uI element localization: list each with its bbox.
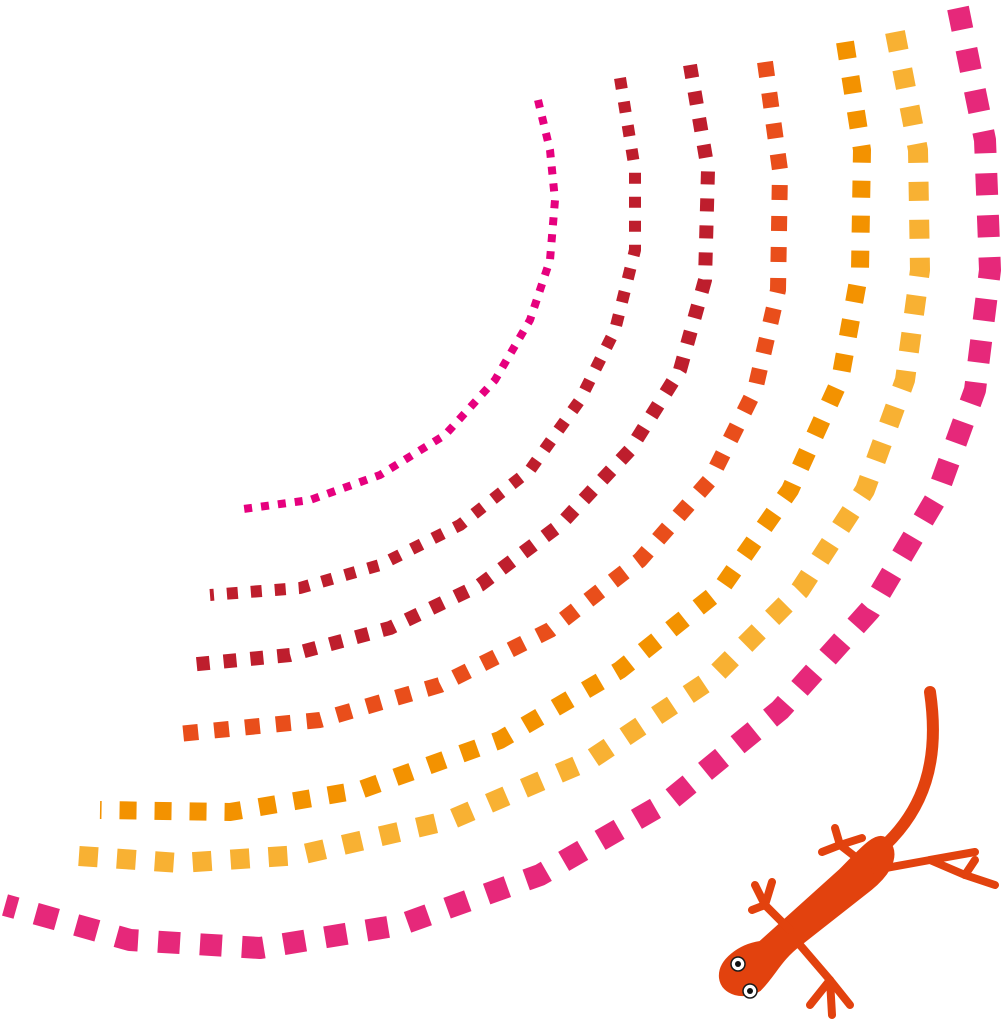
- dashed-arcs: [2, 5, 1001, 959]
- arc-magenta: [235, 99, 559, 514]
- arc-orange: [99, 40, 871, 821]
- arc-light-orange: [64, 30, 930, 873]
- arc-red-orange: [167, 60, 788, 743]
- gecko-body: [718, 835, 895, 997]
- arc-dark-red-outer: [187, 63, 715, 672]
- gecko-legs: [748, 824, 999, 1019]
- gecko: [718, 686, 999, 1019]
- gecko-pupil: [747, 988, 753, 994]
- gecko-tail: [874, 686, 939, 856]
- arc-pink: [2, 5, 1001, 959]
- gecko-pupil: [735, 961, 741, 967]
